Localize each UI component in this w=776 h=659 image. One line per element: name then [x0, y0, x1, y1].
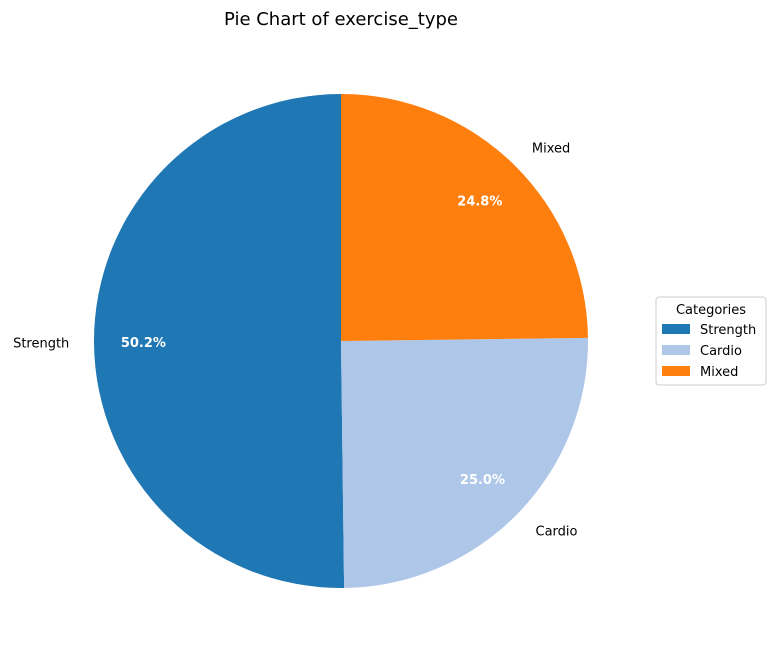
legend-entry-cardio: Cardio: [700, 344, 742, 359]
pie-slice-strength: [93, 94, 345, 589]
legend-entry-mixed: Mixed: [700, 365, 738, 380]
pie-slice-cardio: [341, 337, 588, 588]
chart-title: Pie Chart of exercise_type: [224, 9, 458, 30]
pct-label-cardio: 25.0%: [460, 473, 505, 488]
pct-label-strength: 50.2%: [121, 336, 166, 351]
legend-swatch-strength: [662, 324, 690, 334]
legend-swatch-mixed: [662, 366, 690, 376]
legend-title: Categories: [676, 303, 746, 318]
pie-slices: [93, 94, 588, 589]
legend-swatch-cardio: [662, 345, 690, 355]
legend-entry-strength: Strength: [700, 323, 756, 338]
legend-frame: [655, 296, 767, 386]
pct-label-mixed: 24.8%: [457, 194, 502, 209]
legend: Categories Strength Cardio Mixed: [655, 296, 767, 386]
slice-label-cardio: Cardio: [536, 525, 578, 540]
pie-slice-mixed: [341, 94, 588, 341]
slice-label-mixed: Mixed: [532, 142, 570, 157]
pie-labels: Strength 50.2% Cardio 25.0% Mixed 24.8%: [13, 142, 577, 540]
slice-label-strength: Strength: [13, 337, 69, 352]
